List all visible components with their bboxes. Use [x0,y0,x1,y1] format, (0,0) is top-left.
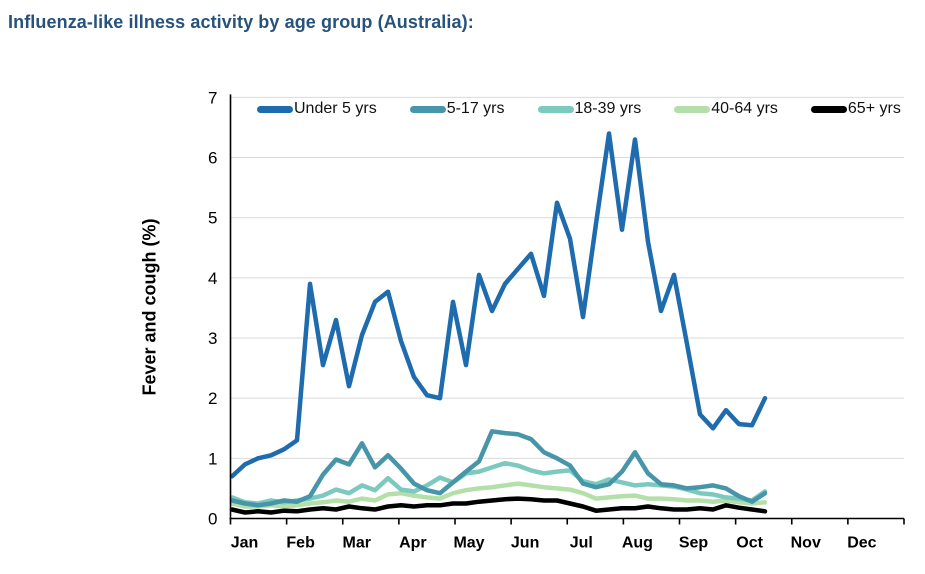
y-tick-label-0: 0 [208,510,217,529]
x-tick-label-jun: Jun [511,535,539,552]
x-tick-label-mar: Mar [343,535,371,552]
series-line-65-yrs [229,496,768,515]
y-tick-label-3: 3 [208,329,217,348]
legend-item-65-yrs: 65+ yrs [810,100,901,118]
legend-label-65-yrs: 65+ yrs [847,100,901,117]
y-tick-label-4: 4 [208,269,217,288]
series-line-40-64-yrs [229,481,768,509]
series-lines [229,131,768,515]
x-tick-label-oct: Oct [736,535,763,552]
legend-item-5-17-yrs: 5-17 yrs [409,100,505,118]
legend-marker-40-64-yrs [674,105,711,113]
legend-marker-under-5-yrs [257,105,293,113]
axis-labels: 0 1 2 3 4 5 6 7 Jan Feb Mar Apr May Jun Jul Aug Sep Oct No… [208,88,877,551]
legend-marker-5-17-yrs [409,105,446,113]
axes [229,94,905,525]
x-tick-label-aug: Aug [622,535,653,552]
x-tick-label-jan: Jan [231,535,259,552]
y-tick-label-2: 2 [208,389,217,408]
legend-marker-65-yrs [810,105,847,113]
legend-label-18-39-yrs: 18-39 yrs [574,100,642,117]
series-line-5-17-yrs [229,429,768,508]
x-tick-label-sep: Sep [679,535,709,552]
page-title: Influenza-like illness activity by age g… [8,12,474,32]
series-line-under-5-yrs [229,131,768,479]
legend-item-under-5-yrs: Under 5 yrs [257,100,377,118]
x-tick-label-feb: Feb [286,535,315,552]
series-line-18-39-yrs [229,460,768,506]
x-tick-label-nov: Nov [791,535,821,552]
x-tick-label-jul: Jul [570,535,593,552]
legend-item-18-39-yrs: 18-39 yrs [537,100,642,118]
x-tick-label-dec: Dec [847,535,876,552]
legend-item-40-64-yrs: 40-64 yrs [674,100,778,118]
y-tick-label-1: 1 [208,449,217,468]
y-tick-label-7: 7 [208,88,217,107]
legend-label-under-5-yrs: Under 5 yrs [294,100,377,117]
chart-legend: Under 5 yrs 5-17 yrs 18-39 yrs 40-64 yrs 65+… [257,100,901,118]
y-tick-label-6: 6 [208,149,217,168]
legend-marker-18-39-yrs [537,105,574,113]
gridlines [230,96,904,459]
y-tick-label-5: 5 [208,209,217,228]
legend-label-5-17-yrs: 5-17 yrs [446,100,505,117]
x-tick-label-may: May [453,535,484,552]
x-tick-label-apr: Apr [399,535,427,552]
legend-label-40-64-yrs: 40-64 yrs [711,100,778,117]
